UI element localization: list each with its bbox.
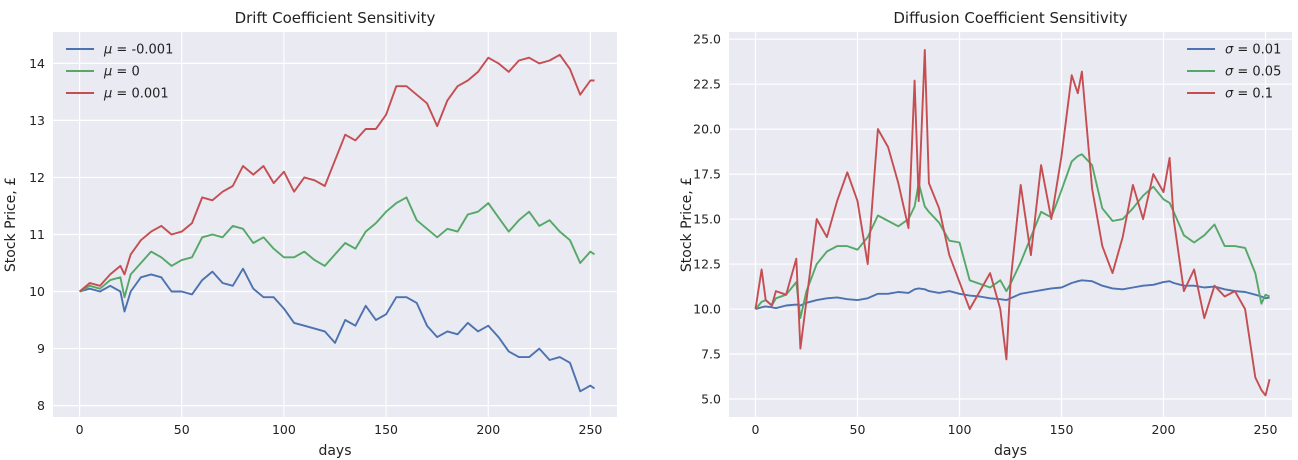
plot-area bbox=[53, 32, 617, 417]
y-tick-label: 20.0 bbox=[693, 122, 721, 137]
plot-area bbox=[729, 32, 1292, 417]
chart-title: Drift Coefficient Sensitivity bbox=[235, 9, 436, 27]
legend-symbol: μ bbox=[103, 87, 112, 102]
series-line-2 bbox=[754, 153, 1270, 320]
x-tick-label: 150 bbox=[1050, 422, 1074, 437]
x-axis-label: days bbox=[994, 443, 1027, 459]
series-line-2 bbox=[79, 196, 596, 299]
legend-label-2: μ = 0 bbox=[103, 65, 140, 80]
legend-value: = 0 bbox=[112, 65, 139, 80]
x-tick-label: 150 bbox=[374, 422, 398, 437]
chart-1: 0 50 100 150 200 250 8 9 10 11 12 13 14 Drift Coeffic… bbox=[3, 9, 617, 459]
y-axis-label: Stock Price, £ bbox=[3, 177, 19, 272]
legend-label-1: σ = 0.01 bbox=[1225, 43, 1281, 58]
legend-value: = 0.01 bbox=[1233, 43, 1281, 58]
x-tick-label: 50 bbox=[174, 422, 190, 437]
y-tick-label: 13 bbox=[29, 113, 45, 128]
legend-symbol: σ bbox=[1225, 65, 1234, 80]
series-line-1 bbox=[79, 267, 596, 393]
chart-title: Diffusion Coefficient Sensitivity bbox=[893, 9, 1127, 27]
legend-symbol: σ bbox=[1225, 87, 1234, 102]
y-axis-label: Stock Price, £ bbox=[679, 177, 695, 272]
x-tick-label: 250 bbox=[1254, 422, 1278, 437]
y-tick-label: 14 bbox=[29, 56, 45, 71]
legend-symbol: μ bbox=[103, 65, 112, 80]
legend-label-3: μ = 0.001 bbox=[103, 87, 169, 102]
y-tick-label: 12 bbox=[29, 170, 45, 185]
x-tick-label: 200 bbox=[476, 422, 500, 437]
legend-value: = 0.1 bbox=[1233, 87, 1273, 102]
legend-value: = 0.001 bbox=[112, 87, 168, 102]
legend-symbol: μ bbox=[103, 43, 112, 58]
legend: σ = 0.01σ = 0.05σ = 0.1 bbox=[1187, 43, 1281, 102]
y-tick-label: 8 bbox=[37, 398, 45, 413]
legend-label-3: σ = 0.1 bbox=[1225, 87, 1273, 102]
series-line-3 bbox=[754, 49, 1271, 397]
x-tick-label: 0 bbox=[76, 422, 84, 437]
x-tick-label: 250 bbox=[579, 422, 603, 437]
y-tick-label: 7.5 bbox=[701, 347, 721, 362]
y-tick-label: 15.0 bbox=[693, 212, 721, 227]
x-tick-label: 0 bbox=[752, 422, 760, 437]
y-tick-label: 10.0 bbox=[693, 302, 721, 317]
legend-value: = -0.001 bbox=[112, 43, 173, 58]
x-tick-label: 200 bbox=[1152, 422, 1176, 437]
x-tick-label: 50 bbox=[850, 422, 866, 437]
x-tick-label: 100 bbox=[272, 422, 296, 437]
y-tick-label: 11 bbox=[29, 227, 45, 242]
legend-symbol: σ bbox=[1225, 43, 1234, 58]
y-tick-label: 22.5 bbox=[693, 77, 721, 92]
y-tick-label: 17.5 bbox=[693, 167, 721, 182]
y-tick-label: 9 bbox=[37, 341, 45, 356]
y-tick-label: 5.0 bbox=[701, 392, 721, 407]
series-line-3 bbox=[78, 53, 595, 293]
y-tick-label: 10 bbox=[29, 284, 45, 299]
legend-value: = 0.05 bbox=[1233, 65, 1281, 80]
chart-2: 0 50 100 150 200 250 5.0 7.5 10.0 12.5 15.0 17.5 20.… bbox=[679, 9, 1292, 459]
x-tick-label: 100 bbox=[948, 422, 972, 437]
y-tick-label: 12.5 bbox=[693, 257, 721, 272]
x-axis-label: days bbox=[318, 443, 351, 459]
legend-label-2: σ = 0.05 bbox=[1225, 65, 1281, 80]
y-tick-label: 25.0 bbox=[693, 32, 721, 47]
legend-label-1: μ = -0.001 bbox=[103, 43, 173, 58]
